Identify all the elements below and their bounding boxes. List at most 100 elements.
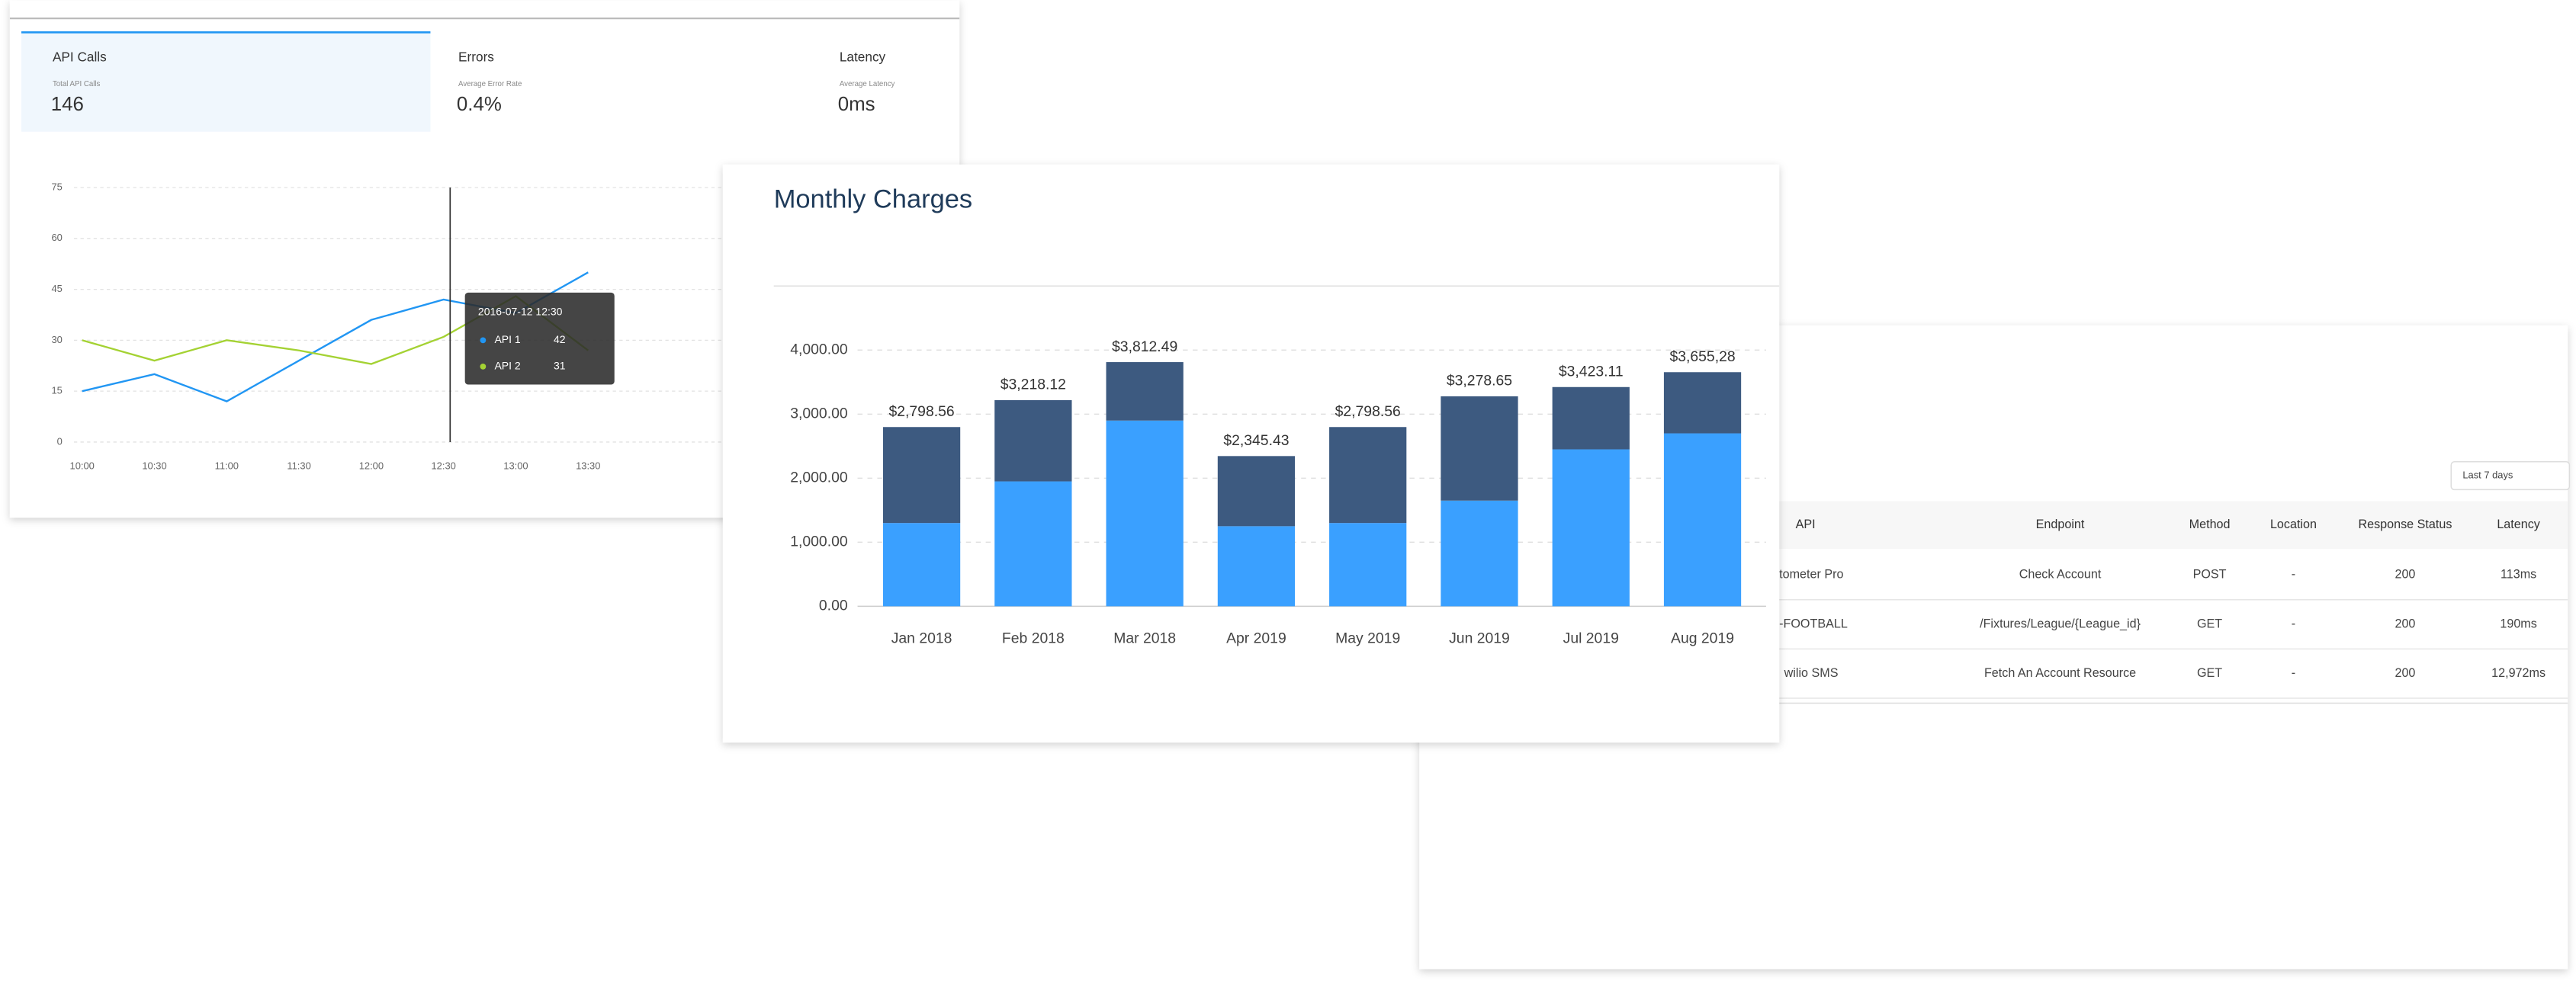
bar-segment bbox=[1217, 456, 1296, 527]
tooltip-name: API 2 bbox=[494, 360, 520, 372]
x-tick-label: 13:30 bbox=[576, 460, 600, 472]
table-cell: - bbox=[2292, 568, 2295, 582]
x-tick-label: 10:30 bbox=[142, 460, 166, 472]
tooltip-value: 31 bbox=[554, 360, 566, 372]
table-header-bg bbox=[1643, 501, 2568, 549]
x-tick-label: Jan 2018 bbox=[891, 630, 952, 647]
chart-title: Monthly Charges bbox=[774, 184, 972, 213]
x-tick-label: Mar 2018 bbox=[1113, 630, 1176, 647]
column-header: Response Status bbox=[2358, 518, 2452, 531]
x-tick-label: Aug 2019 bbox=[1671, 630, 1734, 647]
y-tick-label: 0.00 bbox=[819, 598, 848, 614]
table-cell: POST bbox=[2193, 568, 2227, 582]
y-tick-label: 15 bbox=[52, 385, 63, 396]
x-tick-label: Apr 2019 bbox=[1226, 630, 1286, 647]
table-cell: -FOOTBALL bbox=[1779, 617, 1848, 630]
tab-value: 146 bbox=[51, 94, 84, 115]
column-header: Endpoint bbox=[2036, 518, 2085, 531]
bar-segment bbox=[1106, 362, 1184, 421]
bar-segment bbox=[1217, 526, 1296, 607]
total-label: $2,798.56 bbox=[888, 403, 954, 420]
x-tick-label: 12:00 bbox=[359, 460, 384, 472]
x-tick-label: Feb 2018 bbox=[1002, 630, 1065, 647]
column-header: Method bbox=[2189, 518, 2231, 531]
x-tick-label: 12:30 bbox=[432, 460, 456, 472]
tooltip-title: 2016-07-12 12:30 bbox=[478, 305, 563, 317]
y-tick-label: 30 bbox=[52, 334, 63, 345]
bar-segment bbox=[1106, 420, 1184, 607]
table-cell: Fetch An Account Resource bbox=[1984, 666, 2136, 680]
bar-segment bbox=[994, 481, 1072, 607]
y-tick-label: 4,000.00 bbox=[790, 341, 848, 357]
tab-label: Total API Calls bbox=[53, 80, 101, 88]
total-label: $3,218.12 bbox=[1001, 377, 1066, 393]
x-tick-label: 11:00 bbox=[215, 460, 239, 472]
y-tick-label: 3,000.00 bbox=[790, 405, 848, 422]
bar-segment bbox=[1552, 449, 1630, 607]
table-cell: /Fixtures/League/{League_id} bbox=[1980, 617, 2141, 630]
x-tick-label: Jul 2019 bbox=[1563, 630, 1619, 647]
tab-title[interactable]: Errors bbox=[458, 49, 494, 64]
table-cell: GET bbox=[2197, 666, 2222, 680]
table-cell: 200 bbox=[2395, 617, 2415, 630]
y-tick-label: 60 bbox=[52, 232, 63, 243]
tooltip-value: 42 bbox=[554, 333, 566, 345]
tab-title[interactable]: Latency bbox=[840, 49, 886, 64]
bar-segment bbox=[1441, 500, 1518, 607]
x-tick-label: Jun 2019 bbox=[1449, 630, 1510, 647]
table-cell: 113ms bbox=[2501, 568, 2536, 582]
bar-segment bbox=[994, 399, 1072, 482]
bar-segment bbox=[882, 523, 961, 607]
table-cell: Check Account bbox=[2019, 568, 2102, 582]
x-tick-label: May 2019 bbox=[1335, 630, 1400, 647]
x-tick-label: 10:00 bbox=[70, 460, 95, 472]
filter-dropdown[interactable] bbox=[2450, 461, 2571, 491]
bar-segment bbox=[1552, 386, 1630, 450]
column-header: API bbox=[1796, 518, 1816, 531]
total-label: $3,812.49 bbox=[1112, 338, 1177, 355]
active-tab-bg bbox=[21, 31, 431, 132]
x-tick-label: 13:00 bbox=[503, 460, 528, 472]
total-label: $2,345.43 bbox=[1223, 432, 1289, 449]
tab-value: 0.4% bbox=[457, 94, 502, 115]
table-cell: 12,972ms bbox=[2491, 666, 2545, 680]
y-tick-label: 1,000.00 bbox=[790, 533, 848, 550]
y-tick-label: 75 bbox=[52, 181, 63, 192]
bar-segment bbox=[882, 427, 961, 524]
y-tick-label: 45 bbox=[52, 283, 63, 294]
table-cell: GET bbox=[2197, 617, 2222, 630]
tooltip-dot bbox=[480, 337, 487, 344]
table-cell: wilio SMS bbox=[1784, 666, 1839, 680]
bar-segment bbox=[1329, 427, 1407, 524]
tooltip-dot bbox=[480, 363, 487, 370]
total-label: $3,278.65 bbox=[1447, 373, 1512, 390]
table-cell: 200 bbox=[2395, 666, 2415, 680]
bar-segment bbox=[1663, 372, 1742, 434]
tab-label: Average Error Rate bbox=[458, 80, 522, 88]
charges-card: Monthly Charges 0.00 1,000.00 2,000.00 3,000… bbox=[722, 164, 1780, 743]
table-cell: 200 bbox=[2395, 568, 2415, 582]
table-cell: - bbox=[2292, 666, 2295, 680]
table-cell: 190ms bbox=[2500, 617, 2536, 630]
tooltip-name: API 1 bbox=[494, 333, 520, 345]
column-header: Latency bbox=[2497, 518, 2540, 531]
table-cell: tometer Pro bbox=[1779, 568, 1843, 582]
tooltip-bg bbox=[464, 292, 615, 385]
y-tick-label: 2,000.00 bbox=[790, 469, 848, 486]
column-header: Location bbox=[2270, 518, 2317, 531]
y-tick-label: 0 bbox=[57, 435, 63, 447]
tab-label: Average Latency bbox=[840, 80, 895, 88]
tab-title[interactable]: API Calls bbox=[53, 49, 107, 64]
total-label: $2,798.56 bbox=[1335, 403, 1401, 420]
x-tick-label: 11:30 bbox=[287, 460, 310, 472]
total-label: $3,655,28 bbox=[1669, 348, 1735, 365]
filter-label: Last 7 days bbox=[2462, 470, 2513, 481]
tab-value: 0ms bbox=[838, 94, 875, 115]
bar-segment bbox=[1663, 433, 1742, 607]
bar-segment bbox=[1329, 523, 1407, 607]
total-label: $3,423.11 bbox=[1559, 364, 1624, 380]
bar-segment bbox=[1441, 396, 1518, 501]
table-cell: - bbox=[2292, 617, 2295, 630]
